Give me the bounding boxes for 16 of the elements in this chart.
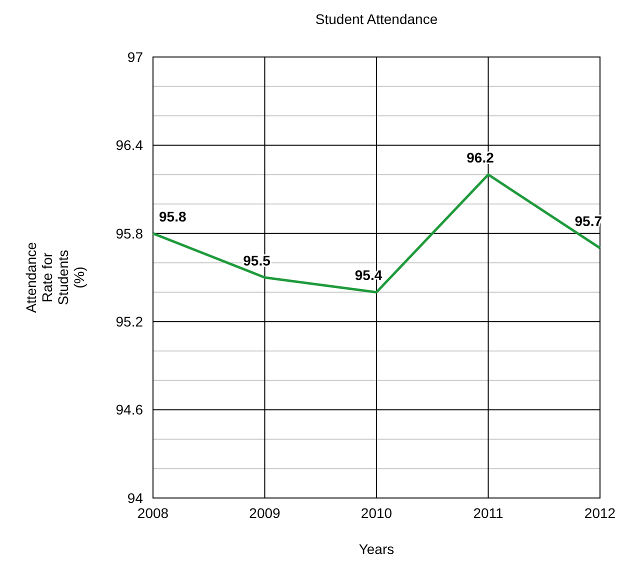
x-axis-title: Years <box>358 541 394 557</box>
y-tick-label: 96.4 <box>116 137 144 154</box>
x-tick-label: 2012 <box>584 505 616 521</box>
chart-title: Student Attendance <box>315 11 438 27</box>
x-tick-label: 2008 <box>137 505 169 521</box>
y-tick-label: 95.8 <box>116 225 144 242</box>
data-label: 95.8 <box>159 208 186 224</box>
y-tick-label: 97 <box>127 48 144 65</box>
x-tick-label: 2010 <box>360 505 392 521</box>
y-axis-title: Attendance Rate for Students (%) <box>23 242 87 313</box>
y-tick-label: 95.2 <box>116 314 144 330</box>
line-series <box>152 173 602 294</box>
y-tick-label: 94 <box>127 490 144 506</box>
x-tick-label: 2011 <box>473 505 504 521</box>
y-tick-label: 94.6 <box>116 402 144 418</box>
x-tick-label: 2009 <box>249 505 281 521</box>
